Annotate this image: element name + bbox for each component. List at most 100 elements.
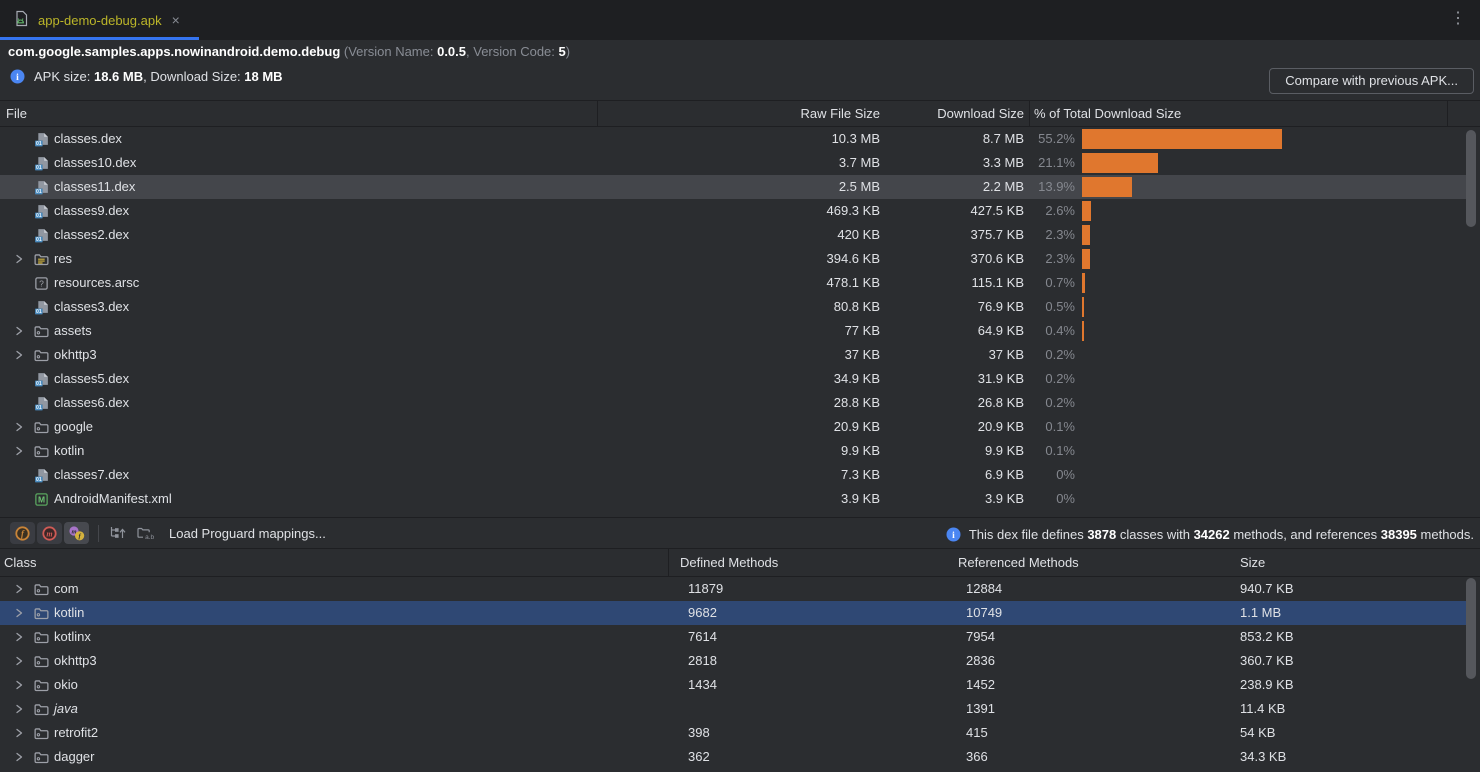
file-name: classes2.dex <box>54 227 130 242</box>
chevron-right-icon[interactable] <box>13 679 25 691</box>
folder-icon <box>33 749 50 766</box>
file-row[interactable]: 01 classes5.dex 34.9 KB 31.9 KB 0.2% <box>0 367 1466 391</box>
class-row[interactable]: com 11879 12884 940.7 KB <box>0 577 1466 601</box>
svg-text:a.b: a.b <box>145 534 154 541</box>
chevron-right-icon[interactable] <box>13 445 25 457</box>
download-size-value: 18 MB <box>244 68 283 84</box>
column-header-download-size[interactable]: Download Size <box>937 106 1024 121</box>
class-row[interactable]: retrofit2 398 415 54 KB <box>0 721 1466 745</box>
class-table-header: Class Defined Methods Referenced Methods… <box>0 549 1480 577</box>
folder-icon <box>33 653 50 670</box>
column-header-class[interactable]: Class <box>4 555 37 570</box>
chevron-right-icon[interactable] <box>13 421 25 433</box>
column-divider[interactable] <box>668 549 669 576</box>
package-size: 940.7 KB <box>1240 581 1294 596</box>
package-size: 360.7 KB <box>1240 653 1294 668</box>
raw-file-size: 3.9 KB <box>840 491 880 506</box>
chevron-right-icon[interactable] <box>13 751 25 763</box>
column-header-raw-size[interactable]: Raw File Size <box>800 106 880 121</box>
download-percent: 0.2% <box>1045 371 1075 386</box>
column-divider[interactable] <box>597 101 598 126</box>
class-table-scrollbar[interactable] <box>1466 578 1476 679</box>
file-row[interactable]: assets 77 KB 64.9 KB 0.4% <box>0 319 1466 343</box>
column-header-defined-methods[interactable]: Defined Methods <box>680 555 779 570</box>
flatten-packages-icon[interactable]: a.b <box>136 525 156 541</box>
defined-methods: 398 <box>688 725 710 740</box>
file-name: classes.dex <box>54 131 122 146</box>
file-row[interactable]: okhttp3 37 KB 37 KB 0.2% <box>0 343 1466 367</box>
file-row[interactable]: 01 classes3.dex 80.8 KB 76.9 KB 0.5% <box>0 295 1466 319</box>
folder-icon <box>33 581 50 598</box>
download-percent: 2.3% <box>1045 251 1075 266</box>
file-row[interactable]: M AndroidManifest.xml 3.9 KB 3.9 KB 0% <box>0 487 1466 511</box>
download-size: 6.9 KB <box>984 467 1024 482</box>
package-name: com.google.samples.apps.nowinandroid.dem… <box>8 44 341 59</box>
column-header-file[interactable]: File <box>6 106 27 121</box>
column-divider[interactable] <box>1447 101 1448 126</box>
class-row[interactable]: java 1391 11.4 KB <box>0 697 1466 721</box>
file-row[interactable]: 01 classes2.dex 420 KB 375.7 KB 2.3% <box>0 223 1466 247</box>
file-table-scrollbar[interactable] <box>1466 130 1476 227</box>
download-percent: 0.2% <box>1045 347 1075 362</box>
file-row[interactable]: kotlin 9.9 KB 9.9 KB 0.1% <box>0 439 1466 463</box>
download-percent: 0.1% <box>1045 443 1075 458</box>
percent-bar <box>1082 225 1091 245</box>
download-size: 37 KB <box>988 347 1024 362</box>
raw-file-size: 80.8 KB <box>833 299 880 314</box>
chevron-right-icon[interactable] <box>13 655 25 667</box>
more-options-icon[interactable]: ⋮ <box>1450 10 1466 27</box>
apk-size-label: APK size: <box>34 68 94 84</box>
toolbar-separator <box>98 524 99 542</box>
chevron-right-icon[interactable] <box>13 727 25 739</box>
svg-text:?: ? <box>39 279 44 289</box>
referenced-methods: 2836 <box>966 653 995 668</box>
svg-text:f: f <box>21 528 25 538</box>
file-row[interactable]: ? resources.arsc 478.1 KB 115.1 KB 0.7% <box>0 271 1466 295</box>
methods-filter-button[interactable]: m <box>37 522 62 544</box>
file-name: classes6.dex <box>54 395 130 410</box>
percent-bar <box>1082 297 1084 317</box>
chevron-right-icon[interactable] <box>13 703 25 715</box>
chevron-right-icon[interactable] <box>13 631 25 643</box>
file-row[interactable]: 01 classes7.dex 7.3 KB 6.9 KB 0% <box>0 463 1466 487</box>
file-row[interactable]: res 394.6 KB 370.6 KB 2.3% <box>0 247 1466 271</box>
chevron-right-icon[interactable] <box>13 253 25 265</box>
expand-tree-icon[interactable] <box>108 525 126 541</box>
folder-icon <box>33 629 50 646</box>
class-row[interactable]: okhttp3 2818 2836 360.7 KB <box>0 649 1466 673</box>
chevron-right-icon[interactable] <box>13 607 25 619</box>
class-tree: com 11879 12884 940.7 KB kotlin 9682 10749 1.1 … <box>0 577 1480 769</box>
svg-text:01: 01 <box>36 381 42 387</box>
file-row[interactable]: 01 classes11.dex 2.5 MB 2.2 MB 13.9% <box>0 175 1466 199</box>
column-header-referenced-methods[interactable]: Referenced Methods <box>958 555 1079 570</box>
class-row[interactable]: okio 1434 1452 238.9 KB <box>0 673 1466 697</box>
chevron-right-icon[interactable] <box>13 325 25 337</box>
column-header-percent[interactable]: % of Total Download Size <box>1034 106 1182 121</box>
file-row[interactable]: 01 classes9.dex 469.3 KB 427.5 KB 2.6% <box>0 199 1466 223</box>
defined-methods: 11879 <box>688 581 724 596</box>
column-header-size[interactable]: Size <box>1240 555 1266 570</box>
svg-text:01: 01 <box>36 237 42 243</box>
defined-methods: 362 <box>688 749 710 764</box>
fields-filter-button[interactable]: f <box>10 522 35 544</box>
file-row[interactable]: 01 classes10.dex 3.7 MB 3.3 MB 21.1% <box>0 151 1466 175</box>
column-divider[interactable] <box>1029 101 1030 126</box>
close-icon[interactable]: × <box>171 12 180 28</box>
class-row[interactable]: kotlin 9682 10749 1.1 MB <box>0 601 1466 625</box>
chevron-right-icon[interactable] <box>13 583 25 595</box>
class-row[interactable]: kotlinx 7614 7954 853.2 KB <box>0 625 1466 649</box>
compare-apk-button[interactable]: Compare with previous APK... <box>1269 68 1474 94</box>
dex-info-summary: i This dex file defines 3878 classes with… <box>946 518 1474 550</box>
download-percent: 0% <box>1056 467 1075 482</box>
defined-methods: 7614 <box>688 629 717 644</box>
file-row[interactable]: 01 classes.dex 10.3 MB 8.7 MB 55.2% <box>0 127 1466 151</box>
chevron-right-icon[interactable] <box>13 349 25 361</box>
raw-file-size: 478.1 KB <box>826 275 881 290</box>
class-row[interactable]: dagger 362 366 34.3 KB <box>0 745 1466 769</box>
tab-apk-analyzer[interactable]: app-demo-debug.apk × <box>0 0 199 40</box>
file-name: google <box>54 419 94 434</box>
file-row[interactable]: google 20.9 KB 20.9 KB 0.1% <box>0 415 1466 439</box>
file-row[interactable]: 01 classes6.dex 28.8 KB 26.8 KB 0.2% <box>0 391 1466 415</box>
load-proguard-mappings-button[interactable]: Load Proguard mappings... <box>169 525 326 541</box>
